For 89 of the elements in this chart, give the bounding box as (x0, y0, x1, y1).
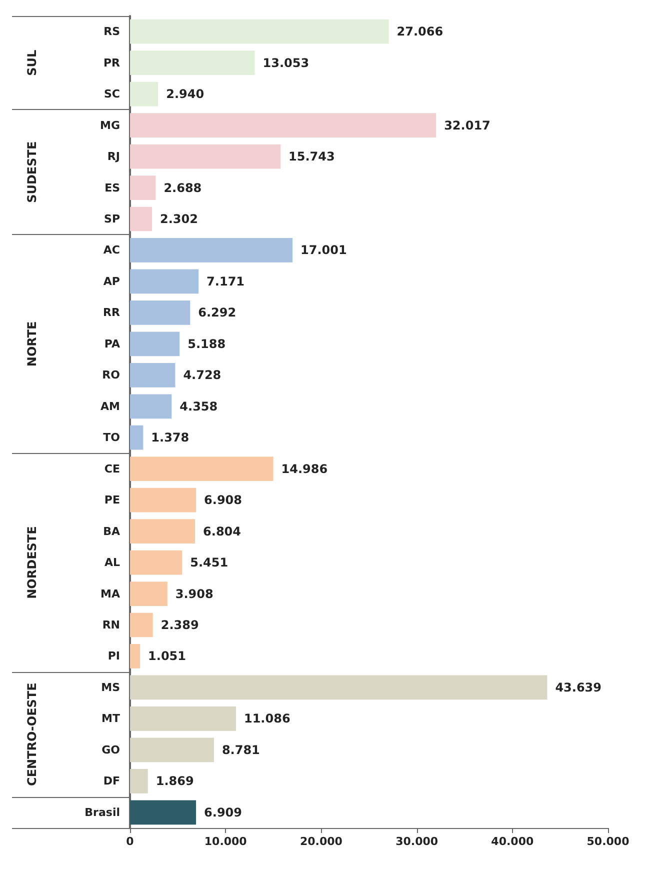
data-label: 2.688 (164, 180, 202, 195)
bar (130, 394, 172, 419)
bar (130, 269, 199, 294)
text: NORTE (25, 321, 39, 367)
bar (130, 768, 148, 794)
data-label: 6.804 (203, 524, 242, 538)
data-label: 17.001 (300, 243, 347, 258)
bar (130, 644, 140, 668)
y-tick-label: SC (104, 88, 120, 101)
y-tick-label: AM (100, 400, 120, 413)
y-tick-label: CE (104, 462, 120, 476)
data-label: 15.743 (288, 150, 335, 164)
data-label: 4.358 (180, 399, 218, 414)
bar (130, 706, 236, 731)
bar (130, 144, 281, 169)
text: SUDESTE (25, 141, 39, 203)
data-label: 6.908 (204, 493, 242, 508)
bar (130, 238, 293, 262)
bar (130, 550, 182, 575)
data-label: 14.986 (281, 462, 328, 476)
bar (130, 176, 156, 200)
y-tick-label: PA (104, 337, 120, 350)
data-label: 1.051 (148, 649, 186, 664)
data-label: 1.378 (151, 430, 190, 445)
y-tick-label: MA (100, 587, 120, 600)
data-label: 11.086 (244, 712, 290, 726)
data-label: 1.869 (156, 774, 194, 788)
text: NORDESTE (25, 526, 39, 599)
bar (130, 50, 255, 76)
x-tick-label: 40.000 (491, 835, 534, 848)
bar (130, 612, 153, 638)
bar (130, 425, 144, 450)
y-tick-label: PE (104, 494, 120, 507)
y-tick-label: MG (100, 118, 120, 132)
data-label: 8.781 (222, 742, 260, 757)
y-tick-label: RS (104, 25, 120, 38)
bar (130, 675, 548, 700)
bar (130, 488, 196, 512)
bar (130, 206, 152, 232)
x-tick-label: 30.000 (396, 835, 438, 848)
bar (130, 19, 389, 44)
bar (130, 738, 214, 762)
text: CENTRO-OESTE (25, 682, 39, 786)
x-tick-label: 50.000 (586, 835, 630, 848)
bar (130, 800, 196, 825)
data-label: 3.908 (175, 586, 214, 601)
data-label: 6.909 (204, 805, 242, 820)
data-label: 32.017 (444, 118, 490, 132)
y-tick-label: PI (108, 650, 120, 663)
text: SUL (25, 49, 39, 76)
y-tick-label: Brasil (84, 806, 120, 819)
data-label: 2.940 (166, 87, 204, 102)
data-label: 27.066 (396, 24, 444, 39)
y-tick-label: MS (101, 680, 120, 694)
data-label: 5.451 (190, 556, 228, 570)
y-tick-label: MT (102, 712, 120, 726)
bar (130, 82, 158, 106)
x-tick-label: 10.000 (204, 835, 248, 848)
data-label: 6.292 (198, 306, 236, 320)
y-tick-label: BA (103, 524, 120, 538)
bar (130, 332, 180, 356)
bar (130, 300, 190, 325)
bar (130, 519, 196, 544)
y-tick-label: PR (103, 56, 121, 70)
y-tick-label: RN (102, 618, 120, 632)
y-tick-label: RR (103, 306, 121, 320)
bar (130, 582, 168, 606)
data-label: 5.188 (188, 336, 226, 351)
y-tick-label: ES (104, 181, 120, 194)
y-tick-label: RJ (107, 150, 120, 164)
data-label: 7.171 (206, 274, 245, 288)
y-tick-label: TO (103, 431, 120, 444)
bar (130, 113, 436, 138)
y-tick-label: DF (103, 774, 120, 788)
y-tick-label: AC (103, 244, 120, 257)
y-tick-label: AL (104, 556, 120, 570)
bar (130, 362, 176, 388)
y-tick-label: AP (103, 274, 120, 288)
x-tick-label: 0 (126, 835, 134, 848)
bar (130, 456, 274, 482)
y-tick-label: SP (104, 212, 120, 226)
data-label: 43.639 (555, 680, 602, 694)
y-tick-label: RO (102, 368, 120, 382)
data-label: 13.053 (262, 56, 310, 70)
x-tick-label: 20.000 (300, 835, 343, 848)
data-label: 2.389 (160, 618, 199, 632)
y-tick-label: GO (102, 743, 120, 756)
data-label: 2.302 (160, 212, 198, 226)
data-label: 4.728 (183, 368, 222, 382)
